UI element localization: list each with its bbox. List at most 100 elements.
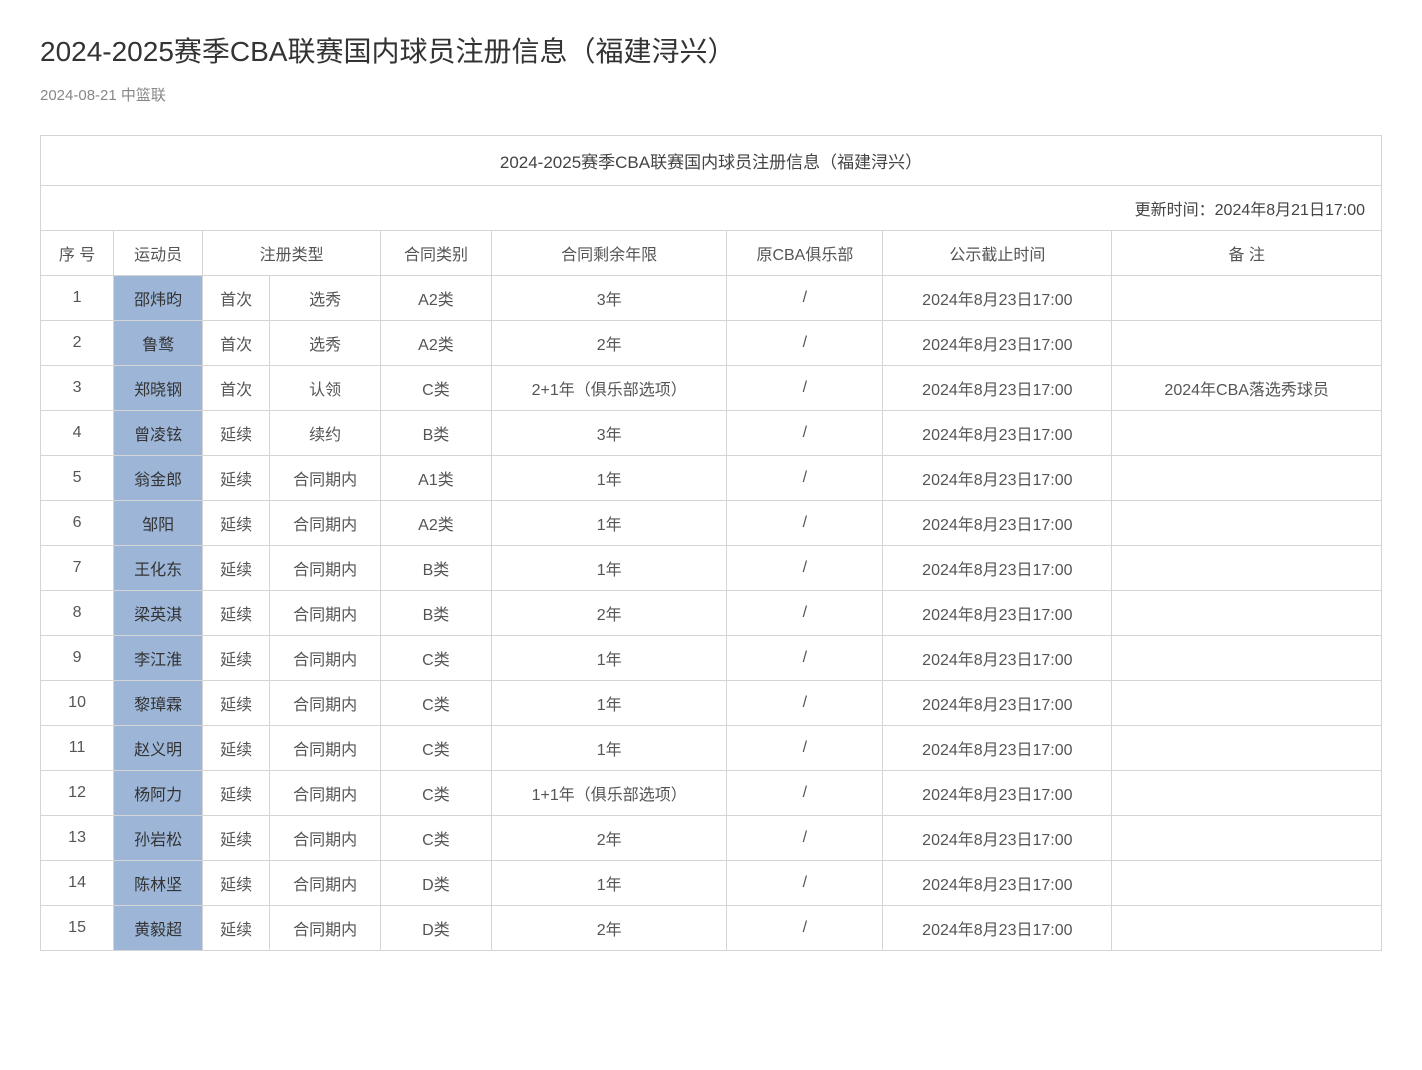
cell-reg1: 延续 bbox=[203, 456, 270, 501]
cell-name: 鲁鹜 bbox=[114, 321, 203, 366]
col-club: 原CBA俱乐部 bbox=[727, 231, 883, 276]
cell-deadline: 2024年8月23日17:00 bbox=[883, 906, 1112, 951]
cell-deadline: 2024年8月23日17:00 bbox=[883, 276, 1112, 321]
cell-remark bbox=[1112, 636, 1382, 681]
cell-name: 黄毅超 bbox=[114, 906, 203, 951]
cell-contract-type: C类 bbox=[381, 681, 492, 726]
cell-contract-type: A2类 bbox=[381, 321, 492, 366]
cell-club: / bbox=[727, 321, 883, 366]
cell-club: / bbox=[727, 861, 883, 906]
cell-reg2: 合同期内 bbox=[270, 861, 381, 906]
cell-remark bbox=[1112, 501, 1382, 546]
table-row: 3郑晓钢首次认领C类2+1年（俱乐部选项）/2024年8月23日17:00202… bbox=[41, 366, 1382, 411]
cell-years: 1年 bbox=[491, 726, 727, 771]
cell-club: / bbox=[727, 816, 883, 861]
cell-contract-type: B类 bbox=[381, 411, 492, 456]
cell-remark bbox=[1112, 726, 1382, 771]
cell-reg1: 延续 bbox=[203, 861, 270, 906]
col-regtype: 注册类型 bbox=[203, 231, 381, 276]
cell-name: 邵炜昀 bbox=[114, 276, 203, 321]
cell-years: 1年 bbox=[491, 456, 727, 501]
cell-reg2: 合同期内 bbox=[270, 501, 381, 546]
cell-reg1: 首次 bbox=[203, 366, 270, 411]
cell-name: 梁英淇 bbox=[114, 591, 203, 636]
cell-contract-type: C类 bbox=[381, 366, 492, 411]
cell-name: 郑晓钢 bbox=[114, 366, 203, 411]
table-row: 8梁英淇延续合同期内B类2年/2024年8月23日17:00 bbox=[41, 591, 1382, 636]
cell-club: / bbox=[727, 906, 883, 951]
cell-reg2: 合同期内 bbox=[270, 546, 381, 591]
cell-deadline: 2024年8月23日17:00 bbox=[883, 771, 1112, 816]
cell-reg2: 合同期内 bbox=[270, 816, 381, 861]
table-row: 9李江淮延续合同期内C类1年/2024年8月23日17:00 bbox=[41, 636, 1382, 681]
cell-no: 2 bbox=[41, 321, 114, 366]
cell-reg1: 首次 bbox=[203, 276, 270, 321]
cell-no: 5 bbox=[41, 456, 114, 501]
cell-remark: 2024年CBA落选秀球员 bbox=[1112, 366, 1382, 411]
cell-years: 2年 bbox=[491, 906, 727, 951]
cell-reg2: 合同期内 bbox=[270, 636, 381, 681]
cell-remark bbox=[1112, 771, 1382, 816]
cell-no: 7 bbox=[41, 546, 114, 591]
cell-reg1: 延续 bbox=[203, 681, 270, 726]
col-years: 合同剩余年限 bbox=[491, 231, 727, 276]
cell-reg2: 选秀 bbox=[270, 321, 381, 366]
cell-deadline: 2024年8月23日17:00 bbox=[883, 816, 1112, 861]
table-header-row: 序 号 运动员 注册类型 合同类别 合同剩余年限 原CBA俱乐部 公示截止时间 … bbox=[41, 231, 1382, 276]
cell-years: 1+1年（俱乐部选项） bbox=[491, 771, 727, 816]
cell-reg2: 合同期内 bbox=[270, 591, 381, 636]
cell-remark bbox=[1112, 591, 1382, 636]
cell-club: / bbox=[727, 771, 883, 816]
cell-years: 2年 bbox=[491, 816, 727, 861]
cell-contract-type: C类 bbox=[381, 636, 492, 681]
table-caption: 2024-2025赛季CBA联赛国内球员注册信息（福建浔兴） bbox=[41, 136, 1382, 186]
cell-reg1: 首次 bbox=[203, 321, 270, 366]
cell-name: 黎璋霖 bbox=[114, 681, 203, 726]
cell-club: / bbox=[727, 366, 883, 411]
cell-deadline: 2024年8月23日17:00 bbox=[883, 681, 1112, 726]
cell-deadline: 2024年8月23日17:00 bbox=[883, 546, 1112, 591]
cell-no: 3 bbox=[41, 366, 114, 411]
cell-deadline: 2024年8月23日17:00 bbox=[883, 456, 1112, 501]
cell-contract-type: A2类 bbox=[381, 501, 492, 546]
col-deadline: 公示截止时间 bbox=[883, 231, 1112, 276]
table-row: 5翁金郎延续合同期内A1类1年/2024年8月23日17:00 bbox=[41, 456, 1382, 501]
cell-contract-type: D类 bbox=[381, 861, 492, 906]
cell-years: 1年 bbox=[491, 546, 727, 591]
cell-contract-type: B类 bbox=[381, 591, 492, 636]
cell-years: 3年 bbox=[491, 276, 727, 321]
cell-reg2: 选秀 bbox=[270, 276, 381, 321]
cell-deadline: 2024年8月23日17:00 bbox=[883, 321, 1112, 366]
cell-name: 赵义明 bbox=[114, 726, 203, 771]
cell-club: / bbox=[727, 276, 883, 321]
cell-no: 1 bbox=[41, 276, 114, 321]
col-contract-type: 合同类别 bbox=[381, 231, 492, 276]
cell-reg2: 合同期内 bbox=[270, 681, 381, 726]
cell-no: 6 bbox=[41, 501, 114, 546]
cell-contract-type: C类 bbox=[381, 771, 492, 816]
cell-remark bbox=[1112, 411, 1382, 456]
cell-name: 陈林坚 bbox=[114, 861, 203, 906]
cell-no: 10 bbox=[41, 681, 114, 726]
cell-remark bbox=[1112, 456, 1382, 501]
cell-years: 2+1年（俱乐部选项） bbox=[491, 366, 727, 411]
cell-deadline: 2024年8月23日17:00 bbox=[883, 636, 1112, 681]
cell-name: 翁金郎 bbox=[114, 456, 203, 501]
cell-no: 4 bbox=[41, 411, 114, 456]
cell-deadline: 2024年8月23日17:00 bbox=[883, 501, 1112, 546]
cell-deadline: 2024年8月23日17:00 bbox=[883, 726, 1112, 771]
cell-deadline: 2024年8月23日17:00 bbox=[883, 411, 1112, 456]
table-row: 11赵义明延续合同期内C类1年/2024年8月23日17:00 bbox=[41, 726, 1382, 771]
cell-years: 1年 bbox=[491, 861, 727, 906]
cell-no: 8 bbox=[41, 591, 114, 636]
cell-no: 11 bbox=[41, 726, 114, 771]
cell-club: / bbox=[727, 591, 883, 636]
cell-remark bbox=[1112, 906, 1382, 951]
cell-remark bbox=[1112, 546, 1382, 591]
cell-reg1: 延续 bbox=[203, 816, 270, 861]
cell-remark bbox=[1112, 321, 1382, 366]
cell-years: 1年 bbox=[491, 636, 727, 681]
cell-no: 15 bbox=[41, 906, 114, 951]
table-row: 10黎璋霖延续合同期内C类1年/2024年8月23日17:00 bbox=[41, 681, 1382, 726]
cell-reg1: 延续 bbox=[203, 771, 270, 816]
